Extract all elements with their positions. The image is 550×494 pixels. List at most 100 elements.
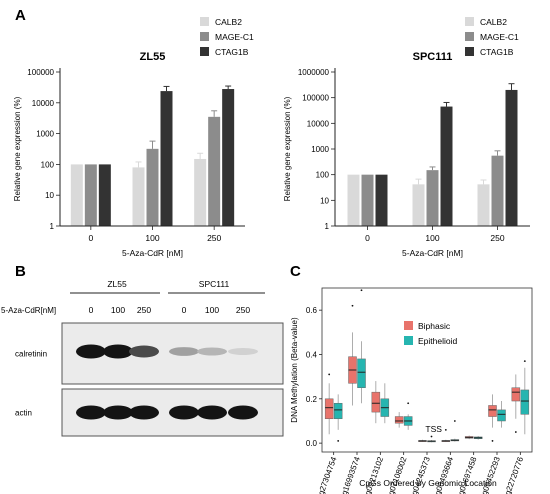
outlier-point — [430, 435, 433, 438]
bar-calb2 — [347, 174, 360, 226]
y-tick-label: 1000 — [311, 145, 329, 154]
bar-calb2 — [70, 164, 83, 226]
legend-swatch-mage-c1 — [465, 32, 474, 41]
y-tick-label: 1 — [325, 222, 330, 231]
y-tick-label: 1000000 — [298, 68, 330, 77]
bar-ctag1b — [440, 106, 453, 226]
chart-methylation: 0.0 0.2 0.4 0.6 DNA Methylation (Beta-value)… — [290, 287, 533, 494]
box-biphasic — [511, 387, 521, 402]
x-tick-label: cg04245373 — [408, 455, 432, 494]
legend-label-mage-c1: MAGE-C1 — [215, 32, 254, 42]
outlier-point — [453, 420, 456, 422]
x-tick-label: 250 — [207, 233, 221, 243]
dose-label: 250 — [137, 305, 151, 315]
blot-band — [129, 405, 159, 420]
panel-label-b: B — [15, 263, 26, 280]
outlier-point — [491, 440, 494, 442]
x-tick-label: 250 — [490, 233, 504, 243]
blot-band — [103, 405, 133, 420]
y-axis-label: Relative gene expression (%) — [13, 96, 22, 201]
x-tick-label: cg27304754 — [315, 455, 339, 494]
bar-ctag1b — [160, 91, 173, 226]
legend-swatch-calb2 — [465, 17, 474, 26]
x-tick-label: 100 — [425, 233, 439, 243]
y-tick-label: 100 — [41, 160, 55, 169]
bar-ctag1b — [505, 89, 518, 226]
bar-ctag1b — [375, 174, 388, 226]
outlier-point — [523, 360, 526, 363]
y-tick-label: 0.0 — [306, 439, 318, 448]
legend-label-ctag1b: CTAG1B — [480, 47, 514, 57]
blot-band — [228, 405, 258, 420]
box-biphasic — [371, 391, 381, 413]
bar-mage-c1 — [208, 116, 221, 226]
chart-spc111: SPC111 1 10 100 1000 10000 100000 1000000 0 100 25… — [283, 17, 530, 258]
x-tick-label: cg09213102 — [362, 455, 386, 494]
dose-label: 100 — [111, 305, 125, 315]
blot-band — [129, 345, 159, 358]
dose-label: 0 — [182, 305, 187, 315]
bar-mage-c1 — [426, 170, 439, 226]
bar-mage-c1 — [146, 148, 159, 226]
blot-band — [169, 405, 199, 420]
x-tick-label: 0 — [365, 233, 370, 243]
x-tick-label: cg09452293 — [478, 455, 502, 494]
legend-swatch-calb2 — [200, 17, 209, 26]
outlier-point — [407, 402, 410, 405]
blot-band — [103, 344, 133, 359]
blot-band — [197, 347, 227, 356]
y-tick-label: 0.4 — [306, 350, 318, 359]
x-axis-label: 5-Aza-CdR [nM] — [402, 248, 463, 258]
panel-label-c: C — [290, 263, 301, 280]
bar-calb2 — [412, 184, 425, 226]
legend-label-biphasic: Biphasic — [418, 321, 451, 331]
bar-calb2 — [132, 167, 145, 226]
outlier-point — [351, 304, 354, 307]
dose-label: 100 — [205, 305, 219, 315]
bar-mage-c1 — [84, 164, 97, 226]
chart-title: SPC111 — [413, 51, 453, 63]
legend-label-ctag1b: CTAG1B — [215, 47, 249, 57]
legend-swatch-epithelioid — [404, 336, 413, 345]
y-axis-label: Relative gene expression (%) — [283, 96, 292, 201]
bar-mage-c1 — [491, 155, 504, 226]
blot-band — [169, 347, 199, 356]
y-tick-label: 0.6 — [306, 306, 318, 315]
panel-label-a: A — [15, 7, 26, 24]
legend-label-calb2: CALB2 — [215, 17, 242, 27]
y-tick-label: 10000 — [307, 119, 330, 128]
legend-label-calb2: CALB2 — [480, 17, 507, 27]
box-biphasic — [394, 416, 404, 424]
box-epithelioid — [333, 402, 343, 420]
bar-ctag1b — [98, 164, 111, 226]
blot-band — [228, 348, 258, 355]
x-tick-label: cg06493664 — [432, 455, 456, 494]
x-tick-label: 0 — [88, 233, 93, 243]
chart-zl55: ZL55 1 10 100 1000 10000 100000 0 100 250 5-Aza-Cd… — [13, 17, 254, 258]
outlier-point — [444, 428, 447, 431]
y-tick-label: 100 — [316, 171, 330, 180]
cell-label-spc111: SPC111 — [199, 279, 230, 289]
y-tick-label: 10000 — [32, 99, 55, 108]
legend-swatch-ctag1b — [200, 47, 209, 56]
outlier-point — [328, 373, 331, 376]
outlier-point — [514, 431, 517, 433]
y-axis-label: DNA Methylation (Beta-value) — [290, 317, 299, 423]
y-tick-label: 1 — [50, 222, 55, 231]
chart-title: ZL55 — [140, 51, 166, 63]
box-biphasic — [488, 405, 497, 417]
cell-label-zl55: ZL55 — [107, 279, 127, 289]
x-tick-label: 100 — [145, 233, 159, 243]
y-tick-label: 1000 — [36, 130, 54, 139]
y-tick-label: 100000 — [27, 68, 54, 77]
western-blot: ZL55 SPC111 5-Aza-CdR[nM] 0 100 250 0 100 250 cal… — [1, 279, 284, 437]
y-tick-label: 10 — [320, 196, 329, 205]
blot-band — [76, 344, 106, 359]
legend-swatch-biphasic — [404, 321, 413, 330]
y-tick-label: 10 — [45, 191, 54, 200]
box-epithelioid — [497, 409, 506, 422]
tss-annotation: TSS — [425, 424, 442, 434]
x-axis-label: 5-Aza-CdR [nM] — [122, 248, 183, 258]
box-biphasic — [324, 398, 334, 420]
dose-label: 250 — [236, 305, 250, 315]
